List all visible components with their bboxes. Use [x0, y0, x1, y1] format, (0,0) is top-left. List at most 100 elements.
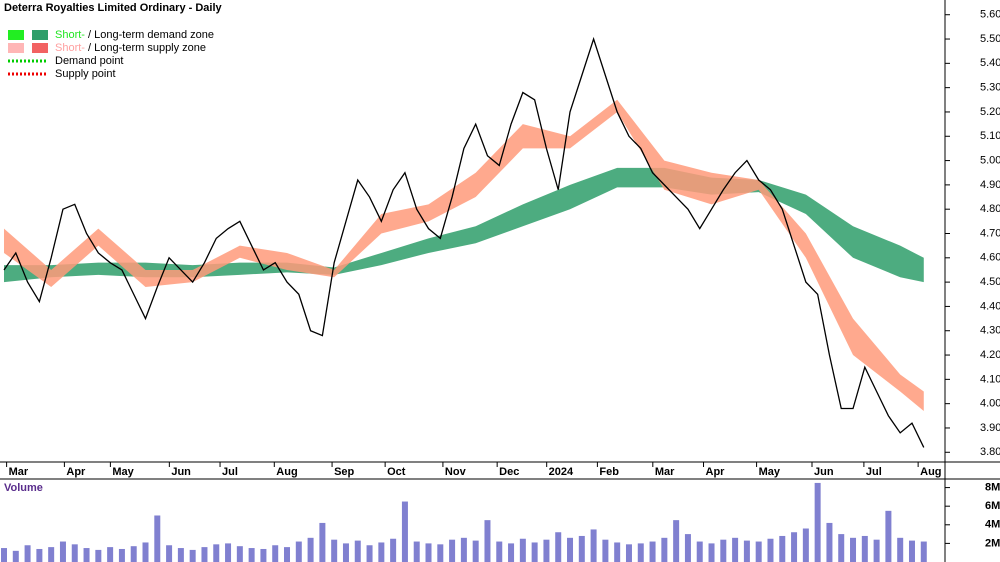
x-tick-label: Jun: [171, 466, 191, 478]
x-tick-label: Apr: [66, 466, 86, 478]
volume-bar: [460, 537, 467, 562]
y-tick-label: 4.00: [980, 398, 1000, 410]
legend-label: Supply point: [55, 68, 116, 80]
legend-text: / Long-term supply zone: [85, 42, 206, 54]
legend-label: Short- / Long-term supply zone: [55, 42, 206, 54]
volume-bar: [401, 501, 408, 562]
volume-bar: [307, 537, 314, 562]
x-tick-label: Oct: [387, 466, 406, 478]
volume-bar: [543, 539, 550, 562]
y-tick-label: 6M: [985, 500, 1000, 512]
y-tick-label: 8M: [985, 481, 1000, 493]
y-tick-label: 5.20: [980, 106, 1000, 118]
volume-bar: [425, 543, 432, 562]
volume-bar: [48, 547, 55, 562]
volume-bar: [484, 520, 491, 562]
volume-bar: [661, 537, 668, 562]
y-tick-label: 4.20: [980, 349, 1000, 361]
volume-bar: [531, 542, 538, 562]
volume-bar: [1, 548, 7, 562]
zone-band: [4, 99, 924, 411]
legend-label: Demand point: [55, 55, 124, 67]
volume-bar: [885, 510, 892, 562]
volume-bar: [177, 548, 184, 562]
volume-bar: [602, 539, 609, 562]
volume-bar: [142, 542, 149, 562]
volume-bar: [649, 541, 656, 562]
volume-bar: [826, 522, 833, 562]
y-tick-label: 4.60: [980, 252, 1000, 264]
x-tick-label: May: [759, 466, 781, 478]
y-tick-label: 5.40: [980, 57, 1000, 69]
volume-bar: [696, 541, 703, 562]
y-tick-label: 4.40: [980, 300, 1000, 312]
volume-bar: [95, 549, 102, 562]
x-tick-label: May: [112, 466, 134, 478]
y-tick-label: 4.80: [980, 203, 1000, 215]
volume-bar: [24, 545, 31, 562]
volume-bar: [83, 548, 90, 562]
volume-bar: [413, 541, 420, 562]
legend-lead: Short-: [55, 29, 85, 41]
volume-bar: [732, 537, 739, 562]
legend-swatch: [8, 43, 24, 53]
y-tick-label: 4M: [985, 519, 1000, 531]
x-tick-label: Jul: [222, 466, 238, 478]
volume-bar: [673, 520, 680, 562]
volume-bar: [637, 543, 644, 562]
volume-bar: [472, 540, 479, 562]
volume-bar: [625, 544, 632, 562]
x-tick-label: Apr: [706, 466, 726, 478]
volume-bar: [720, 539, 727, 562]
volume-bar: [519, 538, 526, 562]
volume-bar: [342, 543, 349, 562]
volume-title: Volume: [4, 482, 43, 494]
y-tick-label: 5.10: [980, 130, 1000, 142]
y-tick-label: 3.90: [980, 422, 1000, 434]
volume-bar: [295, 541, 302, 562]
x-tick-label: Aug: [920, 466, 941, 478]
legend-text: / Long-term demand zone: [85, 29, 214, 41]
y-tick-label: 5.30: [980, 82, 1000, 94]
volume-bar: [272, 545, 279, 562]
x-tick-label: Dec: [499, 466, 519, 478]
y-tick-label: 5.60: [980, 9, 1000, 21]
y-tick-label: 4.50: [980, 276, 1000, 288]
volume-bar: [508, 543, 515, 562]
legend-lead: Short-: [55, 42, 85, 54]
volume-bar: [614, 542, 621, 562]
volume-bar: [838, 534, 845, 562]
legend-swatch: [32, 43, 48, 53]
volume-bar: [578, 535, 585, 562]
y-tick-label: 4.70: [980, 227, 1000, 239]
volume-bar: [590, 529, 597, 562]
volume-bar: [779, 535, 786, 562]
y-tick-label: 5.50: [980, 33, 1000, 45]
volume-bar: [791, 532, 798, 562]
volume-bar: [71, 544, 78, 562]
volume-bar: [213, 544, 220, 562]
y-tick-label: 2M: [985, 537, 1000, 549]
volume-bar: [366, 545, 373, 562]
zone-band: [4, 167, 924, 283]
volume-bar: [236, 546, 243, 562]
x-tick-label: Jul: [866, 466, 882, 478]
legend-text: Supply point: [55, 68, 116, 80]
volume-bar: [449, 539, 456, 562]
volume-bar: [897, 537, 904, 562]
volume-bar: [437, 544, 444, 562]
volume-bar: [814, 482, 821, 562]
volume-bar: [284, 547, 291, 562]
x-tick-label: Mar: [9, 466, 29, 478]
volume-bar: [802, 528, 809, 562]
volume-bar: [12, 550, 19, 562]
volume-bar: [861, 535, 868, 562]
volume-bar: [107, 547, 114, 562]
y-tick-label: 4.10: [980, 373, 1000, 385]
volume-bar: [908, 540, 915, 562]
volume-bar: [331, 539, 338, 562]
volume-bar: [850, 537, 857, 562]
x-tick-label: Feb: [599, 466, 619, 478]
y-tick-label: 5.00: [980, 154, 1000, 166]
volume-bar: [390, 538, 397, 562]
